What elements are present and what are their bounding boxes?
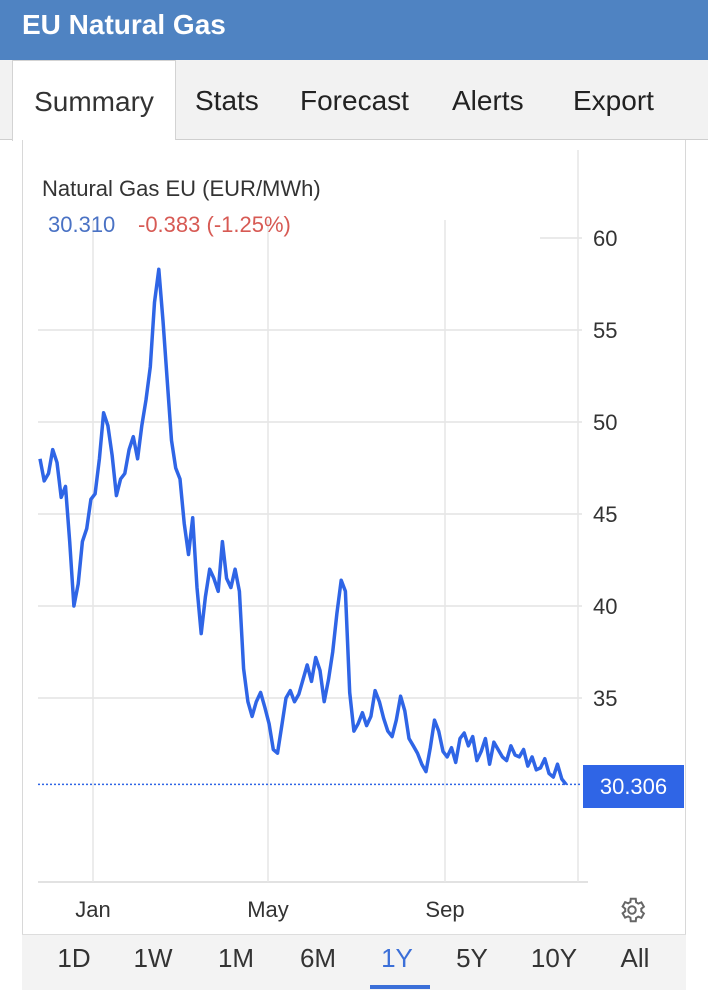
x-axis-ticks: Jan May Sep xyxy=(75,897,464,922)
y-tick-label: 55 xyxy=(593,318,617,343)
last-value-badge: 30.306 xyxy=(583,765,684,808)
y-axis-ticks: 35 40 45 50 55 60 xyxy=(593,226,617,711)
x-tick-label: May xyxy=(247,897,289,922)
chart-panel xyxy=(22,140,686,990)
y-tick-label: 50 xyxy=(593,410,617,435)
range-all[interactable]: All xyxy=(620,943,650,973)
x-tick-label: Jan xyxy=(75,897,110,922)
app-header: EU Natural Gas xyxy=(0,0,708,60)
range-5y[interactable]: 5Y xyxy=(456,943,488,973)
range-6m[interactable]: 6M xyxy=(299,943,337,973)
current-price: 30.310 xyxy=(48,212,116,237)
range-1y[interactable]: 1Y xyxy=(381,943,413,973)
range-selector: 1D 1W 1M 6M 1Y 5Y 10Y All xyxy=(22,934,686,990)
y-tick-label: 45 xyxy=(593,502,617,527)
range-1m[interactable]: 1M xyxy=(217,943,255,973)
tab-stats[interactable]: Stats xyxy=(195,85,259,116)
y-tick-label: 40 xyxy=(593,594,617,619)
range-10y[interactable]: 10Y xyxy=(530,943,578,973)
series-line xyxy=(38,267,568,786)
y-tick-label: 35 xyxy=(593,686,617,711)
active-range-indicator xyxy=(370,985,430,989)
chart-title: Natural Gas EU (EUR/MWh) xyxy=(42,176,321,201)
y-tick-label: 60 xyxy=(593,226,617,251)
tab-bar: Summary Stats Forecast Alerts Export xyxy=(0,60,708,141)
tab-forecast[interactable]: Forecast xyxy=(300,85,409,116)
range-1w[interactable]: 1W xyxy=(133,943,173,973)
tab-alerts[interactable]: Alerts xyxy=(452,85,524,116)
range-1d[interactable]: 1D xyxy=(57,943,91,973)
chart-grid xyxy=(38,150,588,883)
tab-summary[interactable]: Summary xyxy=(12,60,176,141)
tab-export[interactable]: Export xyxy=(573,85,654,116)
page-title: EU Natural Gas xyxy=(22,9,226,40)
gear-icon[interactable] xyxy=(617,895,647,925)
price-change: -0.383 (-1.25%) xyxy=(138,212,291,237)
x-tick-label: Sep xyxy=(425,897,464,922)
